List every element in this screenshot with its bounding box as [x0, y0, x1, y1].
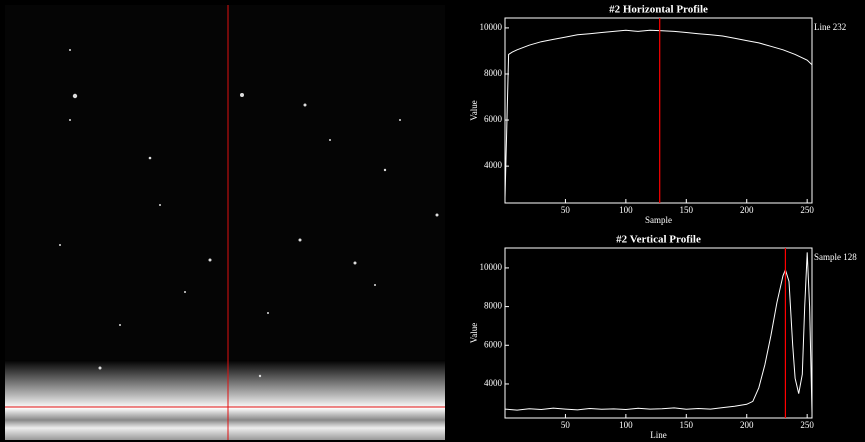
chart-title: #2 Vertical Profile: [616, 234, 701, 246]
profile-line: [504, 252, 813, 414]
annotation: Sample 128: [814, 252, 857, 262]
y-tick-label: 4000: [484, 378, 503, 388]
x-tick-label: 150: [680, 420, 694, 430]
stars: [59, 49, 439, 378]
profile-line: [504, 29, 813, 199]
y-tick-label: 10000: [480, 22, 503, 32]
y-tick-label: 6000: [484, 339, 503, 349]
y-axis-label: Value: [469, 100, 479, 121]
x-tick-label: 250: [800, 205, 814, 215]
chart-title: #2 Horizontal Profile: [609, 4, 708, 16]
y-tick-label: 8000: [484, 301, 503, 311]
x-tick-label: 100: [619, 420, 633, 430]
x-tick-label: 200: [740, 420, 754, 430]
plot-frame: [504, 247, 813, 419]
x-tick-label: 150: [680, 205, 694, 215]
plot-frame: [504, 17, 813, 204]
x-axis-label: Line: [650, 430, 667, 440]
y-tick-label: 10000: [480, 262, 503, 272]
x-axis-label: Sample: [645, 215, 672, 225]
y-tick-label: 6000: [484, 114, 503, 124]
image-view: [5, 5, 445, 440]
image-glow: [5, 360, 445, 440]
x-tick-label: 200: [740, 205, 754, 215]
x-tick-label: 50: [561, 205, 571, 215]
y-axis-label: Value: [469, 323, 479, 344]
x-tick-label: 100: [619, 205, 633, 215]
y-tick-label: 8000: [484, 68, 503, 78]
x-tick-label: 250: [800, 420, 814, 430]
y-tick-label: 4000: [484, 160, 503, 170]
x-tick-label: 50: [561, 420, 571, 430]
annotation: Line 232: [814, 22, 846, 32]
